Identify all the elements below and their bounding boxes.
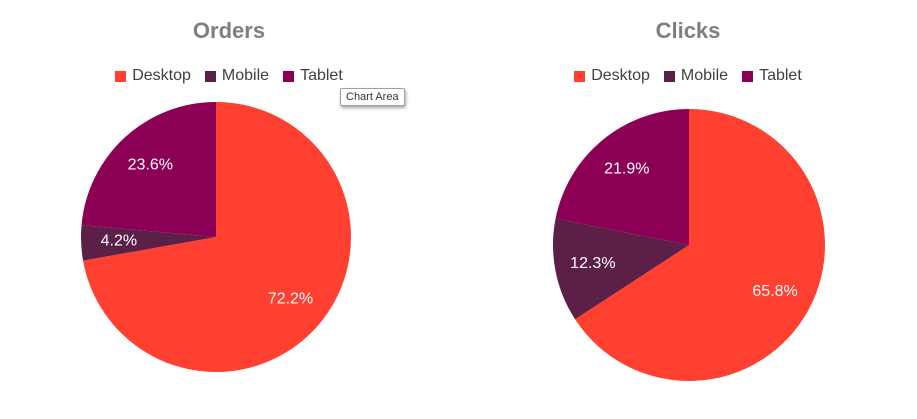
pie-slice-tablet[interactable] [81,102,216,237]
legend-label: Tablet [759,67,802,84]
legend-item-desktop: Desktop [115,67,191,85]
slice-label-tablet: 23.6% [128,157,173,174]
slice-label-mobile: 4.2% [101,232,137,249]
slice-label-mobile: 12.3% [570,255,615,272]
legend-item-tablet: Tablet [742,67,802,85]
chart-area-tooltip: Chart Area [340,88,405,106]
legend-label: Tablet [300,67,343,84]
orders-pie[interactable]: 72.2% 4.2% 23.6% [0,0,458,419]
legend-swatch-mobile [204,70,216,82]
legend-label: Desktop [591,67,650,84]
chart-legend: Desktop Mobile Tablet [0,67,458,85]
legend-item-mobile: Mobile [663,67,729,85]
slice-label-tablet: 21.9% [604,161,649,178]
legend-swatch-tablet [283,70,295,82]
slice-label-desktop: 65.8% [752,283,797,300]
legend-item-mobile: Mobile [204,67,270,85]
pie-slice-desktop[interactable] [83,102,352,372]
legend-swatch-desktop [574,70,586,82]
legend-label: Mobile [680,67,729,84]
chart-title: Clicks [655,18,721,43]
pie-slice-mobile[interactable] [553,218,689,320]
legend-item-tablet: Tablet [283,67,343,85]
pie-slice-tablet[interactable] [555,109,689,245]
slice-label-desktop: 72.2% [268,291,313,308]
clicks-pie[interactable]: 65.8% 12.3% 21.9% [459,0,917,419]
chart-title: Orders [192,18,266,43]
pie-slice-desktop[interactable] [575,109,825,381]
legend-label: Desktop [132,67,191,84]
legend-swatch-tablet [742,70,754,82]
legend-swatch-mobile [663,70,675,82]
pie-slice-mobile[interactable] [80,225,216,261]
clicks-chart[interactable]: Clicks Desktop Mobile Tablet 65.8% 12.3% 2… [459,0,917,419]
orders-chart[interactable]: Orders Desktop Mobile Tablet 72.2% 4.2% 23… [0,0,458,419]
legend-label: Mobile [221,67,270,84]
chart-legend: Desktop Mobile Tablet [459,67,917,85]
legend-item-desktop: Desktop [574,67,650,85]
legend-swatch-desktop [115,70,127,82]
